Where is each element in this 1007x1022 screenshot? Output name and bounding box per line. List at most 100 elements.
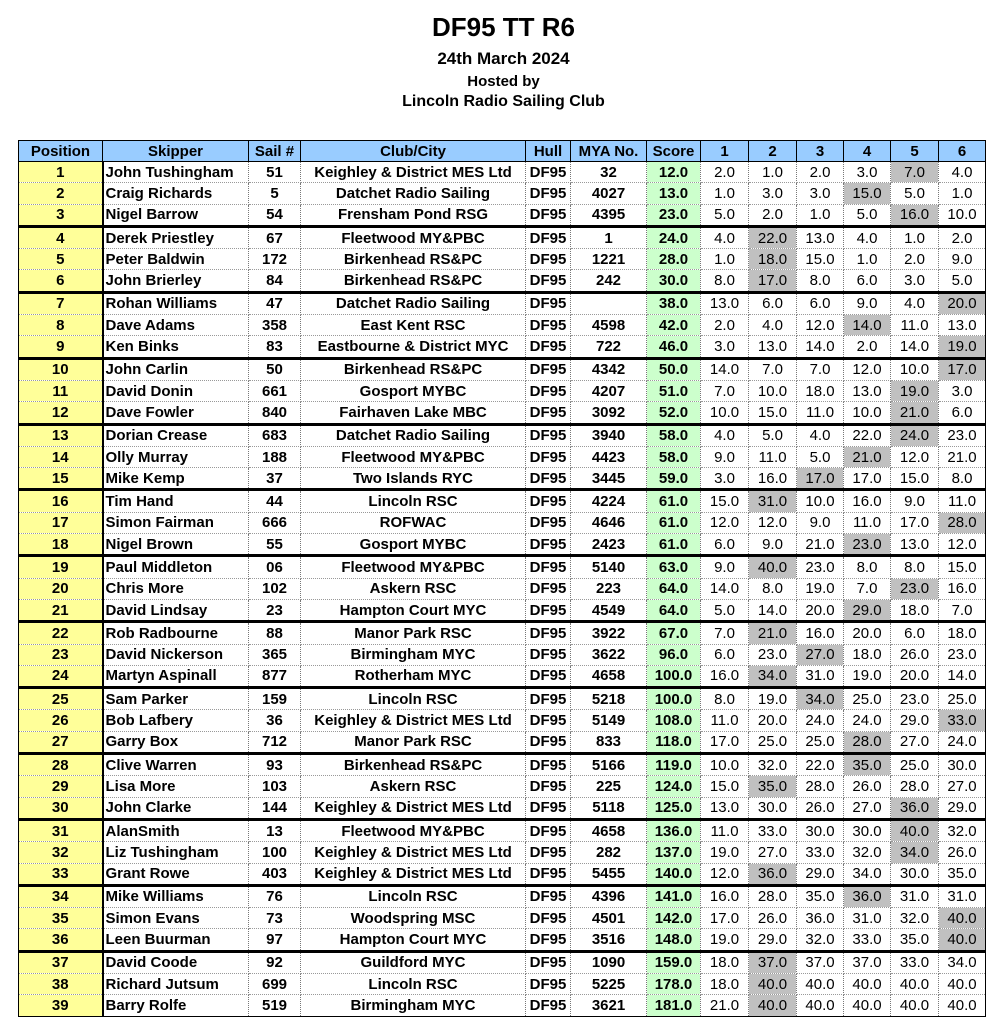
- race-2-cell: 23.0: [748, 644, 797, 666]
- sail-number-cell: 712: [248, 731, 301, 756]
- race-5-cell: 40.0: [890, 819, 939, 843]
- club-cell: Frensham Pond RSG: [300, 204, 526, 228]
- skipper-cell: Derek Priestley: [102, 226, 249, 250]
- race-3-cell: 36.0: [796, 907, 844, 930]
- skipper-cell: Ken Binks: [102, 335, 249, 360]
- score-cell: 64.0: [646, 599, 701, 624]
- position-cell: 31: [18, 819, 104, 843]
- race-1-cell: 6.0: [700, 644, 749, 666]
- position-cell: 35: [18, 907, 104, 930]
- race-2-cell: 35.0: [748, 775, 797, 798]
- skipper-cell: Paul Middleton: [102, 555, 249, 579]
- position-cell: 33: [18, 863, 104, 887]
- hull-cell: DF95: [525, 731, 571, 756]
- skipper-cell: David Lindsay: [102, 599, 249, 624]
- race-4-cell: 6.0: [843, 269, 891, 294]
- position-cell: 30: [18, 797, 104, 821]
- race-4-cell: 10.0: [843, 401, 891, 426]
- table-row: 24 Martyn Aspinall 877 Rotherham MYC DF95 465…: [18, 665, 986, 690]
- sail-number-cell: 159: [248, 687, 301, 711]
- race-5-cell: 13.0: [890, 533, 939, 558]
- table-row: 3 Nigel Barrow 54 Frensham Pond RSG DF95 4395…: [18, 204, 986, 228]
- score-cell: 137.0: [646, 841, 701, 864]
- sail-number-cell: 83: [248, 335, 301, 360]
- col-race-1-header: 1: [700, 140, 749, 162]
- sail-number-cell: 88: [248, 621, 301, 645]
- skipper-cell: Mike Kemp: [102, 467, 249, 492]
- position-cell: 3: [18, 204, 104, 228]
- race-5-cell: 9.0: [890, 489, 939, 513]
- sail-number-cell: 519: [248, 994, 301, 1017]
- race-6-cell: 40.0: [938, 928, 986, 953]
- mya-number-cell: 1221: [570, 248, 647, 271]
- mya-number-cell: 5225: [570, 973, 647, 996]
- race-2-cell: 40.0: [748, 973, 797, 996]
- race-4-cell: 15.0: [843, 182, 891, 205]
- sail-number-cell: 92: [248, 951, 301, 974]
- club-cell: Keighley & District MES Ltd: [300, 709, 526, 732]
- mya-number-cell: 4395: [570, 204, 647, 228]
- mya-number-cell: 722: [570, 335, 647, 360]
- race-5-cell: 31.0: [890, 885, 939, 909]
- table-row: 39 Barry Rolfe 519 Birmingham MYC DF95 3621 18…: [18, 994, 986, 1017]
- score-cell: 108.0: [646, 709, 701, 732]
- race-6-cell: 14.0: [938, 665, 986, 690]
- skipper-cell: Grant Rowe: [102, 863, 249, 887]
- race-5-cell: 27.0: [890, 731, 939, 756]
- race-4-cell: 23.0: [843, 533, 891, 558]
- hull-cell: DF95: [525, 424, 571, 447]
- score-cell: 136.0: [646, 819, 701, 843]
- mya-number-cell: 5218: [570, 687, 647, 711]
- race-5-cell: 3.0: [890, 269, 939, 294]
- race-1-cell: 18.0: [700, 973, 749, 996]
- race-1-cell: 11.0: [700, 819, 749, 843]
- position-cell: 28: [18, 753, 104, 777]
- table-row: 26 Bob Lafbery 36 Keighley & District MES L…: [18, 709, 986, 732]
- position-cell: 8: [18, 314, 104, 337]
- race-3-cell: 29.0: [796, 863, 844, 887]
- position-cell: 4: [18, 226, 104, 250]
- race-1-cell: 9.0: [700, 446, 749, 469]
- race-2-cell: 7.0: [748, 358, 797, 381]
- table-row: 32 Liz Tushingham 100 Keighley & District M…: [18, 841, 986, 864]
- race-1-cell: 16.0: [700, 885, 749, 909]
- race-2-cell: 9.0: [748, 533, 797, 558]
- mya-number-cell: 4207: [570, 380, 647, 403]
- club-cell: Birkenhead RS&PC: [300, 753, 526, 777]
- col-race-3-header: 3: [796, 140, 844, 162]
- table-row: 16 Tim Hand 44 Lincoln RSC DF95 4224 61.0 15.0 3…: [18, 489, 986, 513]
- hull-cell: DF95: [525, 797, 571, 821]
- race-2-cell: 1.0: [748, 161, 797, 184]
- mya-number-cell: 4658: [570, 665, 647, 690]
- race-1-cell: 7.0: [700, 621, 749, 645]
- race-2-cell: 8.0: [748, 578, 797, 600]
- score-cell: 142.0: [646, 907, 701, 930]
- race-6-cell: 2.0: [938, 226, 986, 250]
- hull-cell: DF95: [525, 533, 571, 558]
- race-1-cell: 13.0: [700, 292, 749, 316]
- skipper-cell: David Nickerson: [102, 644, 249, 666]
- race-5-cell: 28.0: [890, 775, 939, 798]
- score-cell: 61.0: [646, 489, 701, 513]
- race-2-cell: 30.0: [748, 797, 797, 821]
- race-3-cell: 8.0: [796, 269, 844, 294]
- race-2-cell: 14.0: [748, 599, 797, 624]
- race-6-cell: 18.0: [938, 621, 986, 645]
- race-5-cell: 4.0: [890, 292, 939, 316]
- score-cell: 51.0: [646, 380, 701, 403]
- score-cell: 12.0: [646, 161, 701, 184]
- mya-number-cell: 5166: [570, 753, 647, 777]
- race-1-cell: 7.0: [700, 380, 749, 403]
- race-3-cell: 7.0: [796, 358, 844, 381]
- race-1-cell: 17.0: [700, 907, 749, 930]
- race-2-cell: 18.0: [748, 248, 797, 271]
- race-3-cell: 28.0: [796, 775, 844, 798]
- club-cell: Lincoln RSC: [300, 973, 526, 996]
- position-cell: 20: [18, 578, 104, 600]
- race-4-cell: 21.0: [843, 446, 891, 469]
- race-3-cell: 20.0: [796, 599, 844, 624]
- race-3-cell: 35.0: [796, 885, 844, 909]
- hull-cell: DF95: [525, 928, 571, 953]
- race-4-cell: 2.0: [843, 335, 891, 360]
- skipper-cell: Liz Tushingham: [102, 841, 249, 864]
